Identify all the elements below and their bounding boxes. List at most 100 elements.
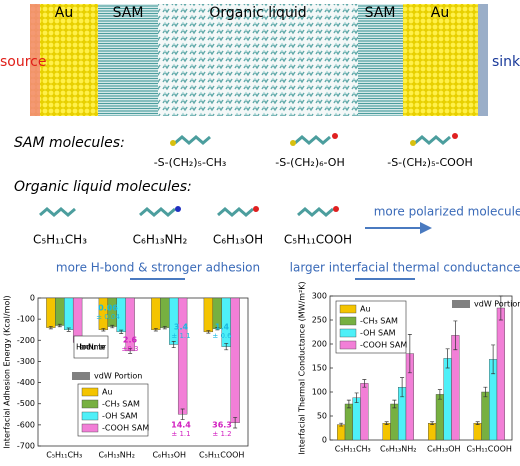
trend-label: more polarized molecule: [374, 205, 520, 219]
y-tick-label: -100: [17, 315, 35, 324]
x-tick-label: C₆H₁₃NH₂: [99, 451, 135, 460]
h-bond-error: ± 1.1: [171, 430, 190, 438]
bar: [352, 397, 361, 441]
annotation: H-bond Number: [76, 343, 107, 352]
h-bond-number: 0.06: [98, 304, 118, 313]
legend-label: Au: [102, 388, 113, 397]
error-bar: [354, 392, 359, 403]
legend-swatch: [72, 372, 90, 380]
molecule-atom: [253, 206, 259, 212]
molecule-atom: [333, 206, 339, 212]
liquid-molecule: C₆H₁₃NH₂: [133, 233, 188, 247]
error-bar: [339, 422, 344, 427]
molecule-atom: [452, 133, 458, 139]
y-tick-label: -300: [17, 357, 35, 366]
molecule: [217, 207, 254, 217]
error-bar: [362, 379, 367, 388]
error-bar: [66, 327, 71, 332]
y-tick-label: 300: [312, 292, 327, 301]
x-tick-label: C₅H₁₁CH₃: [46, 451, 82, 460]
error-bar: [180, 408, 185, 420]
legend-swatch: [339, 328, 357, 338]
legend-swatch: [339, 340, 357, 350]
region-label: Au: [431, 5, 449, 21]
error-bar: [119, 329, 124, 334]
molecule-atom: [410, 140, 416, 146]
bar: [435, 394, 444, 441]
error-bar: [346, 399, 351, 409]
error-bar: [110, 324, 115, 329]
legend-label: vdW Portion: [474, 300, 520, 309]
error-bar: [392, 399, 397, 409]
trend-label: larger interfacial thermal conductance: [290, 261, 520, 275]
bar: [230, 297, 240, 423]
bar: [473, 423, 482, 441]
bar: [46, 297, 56, 328]
region-label: SAM: [113, 5, 144, 21]
sink-label: sink: [492, 54, 520, 70]
region-label: Au: [55, 5, 73, 21]
liquid-molecule: C₅H₁₁COOH: [284, 233, 352, 247]
bar: [337, 424, 346, 441]
error-bar: [128, 347, 133, 354]
x-tick-label: C₅H₁₁COOH: [199, 451, 244, 460]
bar: [344, 403, 353, 441]
bar: [160, 297, 170, 328]
x-tick-label: C₅H₁₁COOH: [467, 445, 512, 454]
heading: SAM molecules:: [14, 135, 125, 151]
trend-label: more H-bond & stronger adhesion: [56, 261, 260, 275]
error-bar: [384, 421, 389, 425]
molecule: [297, 207, 334, 217]
y-tick-label: -400: [17, 378, 35, 387]
h-bond-number: 2.6: [123, 336, 138, 345]
bar: [481, 391, 490, 441]
legend-swatch: [81, 411, 99, 421]
error-bar: [430, 421, 435, 425]
error-bar: [407, 334, 412, 374]
legend-label: -COOH SAM: [360, 341, 407, 350]
error-bar: [233, 417, 238, 429]
y-tick-label: -500: [17, 399, 35, 408]
error-bar: [498, 295, 503, 321]
error-bar: [475, 421, 480, 425]
sam-molecule: -S-(CH₂)₅-CH₃: [154, 156, 227, 169]
error-bar: [48, 325, 53, 330]
legend-swatch: [81, 399, 99, 409]
h-bond-error: ±0.3: [122, 345, 139, 353]
molecule-atom: [170, 140, 176, 146]
y-tick-label: -200: [17, 336, 35, 345]
legend-label: -CH₃ SAM: [360, 317, 398, 326]
sam-molecule: -S-(CH₂)₅-COOH: [387, 156, 473, 169]
liquid-molecule: C₆H₁₃OH: [213, 233, 263, 247]
y-tick-label: 200: [312, 340, 327, 349]
x-tick-label: C₆H₁₃OH: [427, 445, 461, 454]
error-bar: [400, 377, 405, 398]
bar: [64, 297, 74, 330]
bar: [428, 423, 437, 441]
region-label: SAM: [365, 5, 396, 21]
h-bond-number: 3.4: [174, 323, 189, 332]
bar: [360, 383, 369, 441]
error-bar: [453, 320, 458, 351]
bar: [443, 358, 452, 441]
h-bond-error: ± 1.2: [212, 430, 231, 438]
y-tick-label: -600: [17, 420, 35, 429]
y-tick-label: 100: [312, 388, 327, 397]
error-bar: [153, 328, 158, 332]
h-bond-number: 14.4: [171, 421, 191, 430]
y-axis-label: Interfacial Thermal Conductance (MW/m²K): [298, 281, 307, 454]
legend-label: vdW Portion: [94, 372, 142, 381]
y-tick-label: -700: [17, 442, 35, 451]
molecule: [414, 135, 451, 145]
plot-frame: [37, 297, 249, 447]
error-bar: [171, 340, 176, 349]
h-bond-number: 1.4: [215, 323, 230, 332]
bar: [496, 307, 505, 441]
simulation-box: [30, 4, 488, 116]
y-tick-label: 150: [312, 364, 327, 373]
molecule-atom: [175, 206, 181, 212]
region-label: Organic liquid: [209, 5, 306, 21]
molecule: [174, 135, 211, 145]
y-tick-label: 250: [312, 316, 327, 325]
legend-label: -COOH SAM: [102, 424, 149, 433]
